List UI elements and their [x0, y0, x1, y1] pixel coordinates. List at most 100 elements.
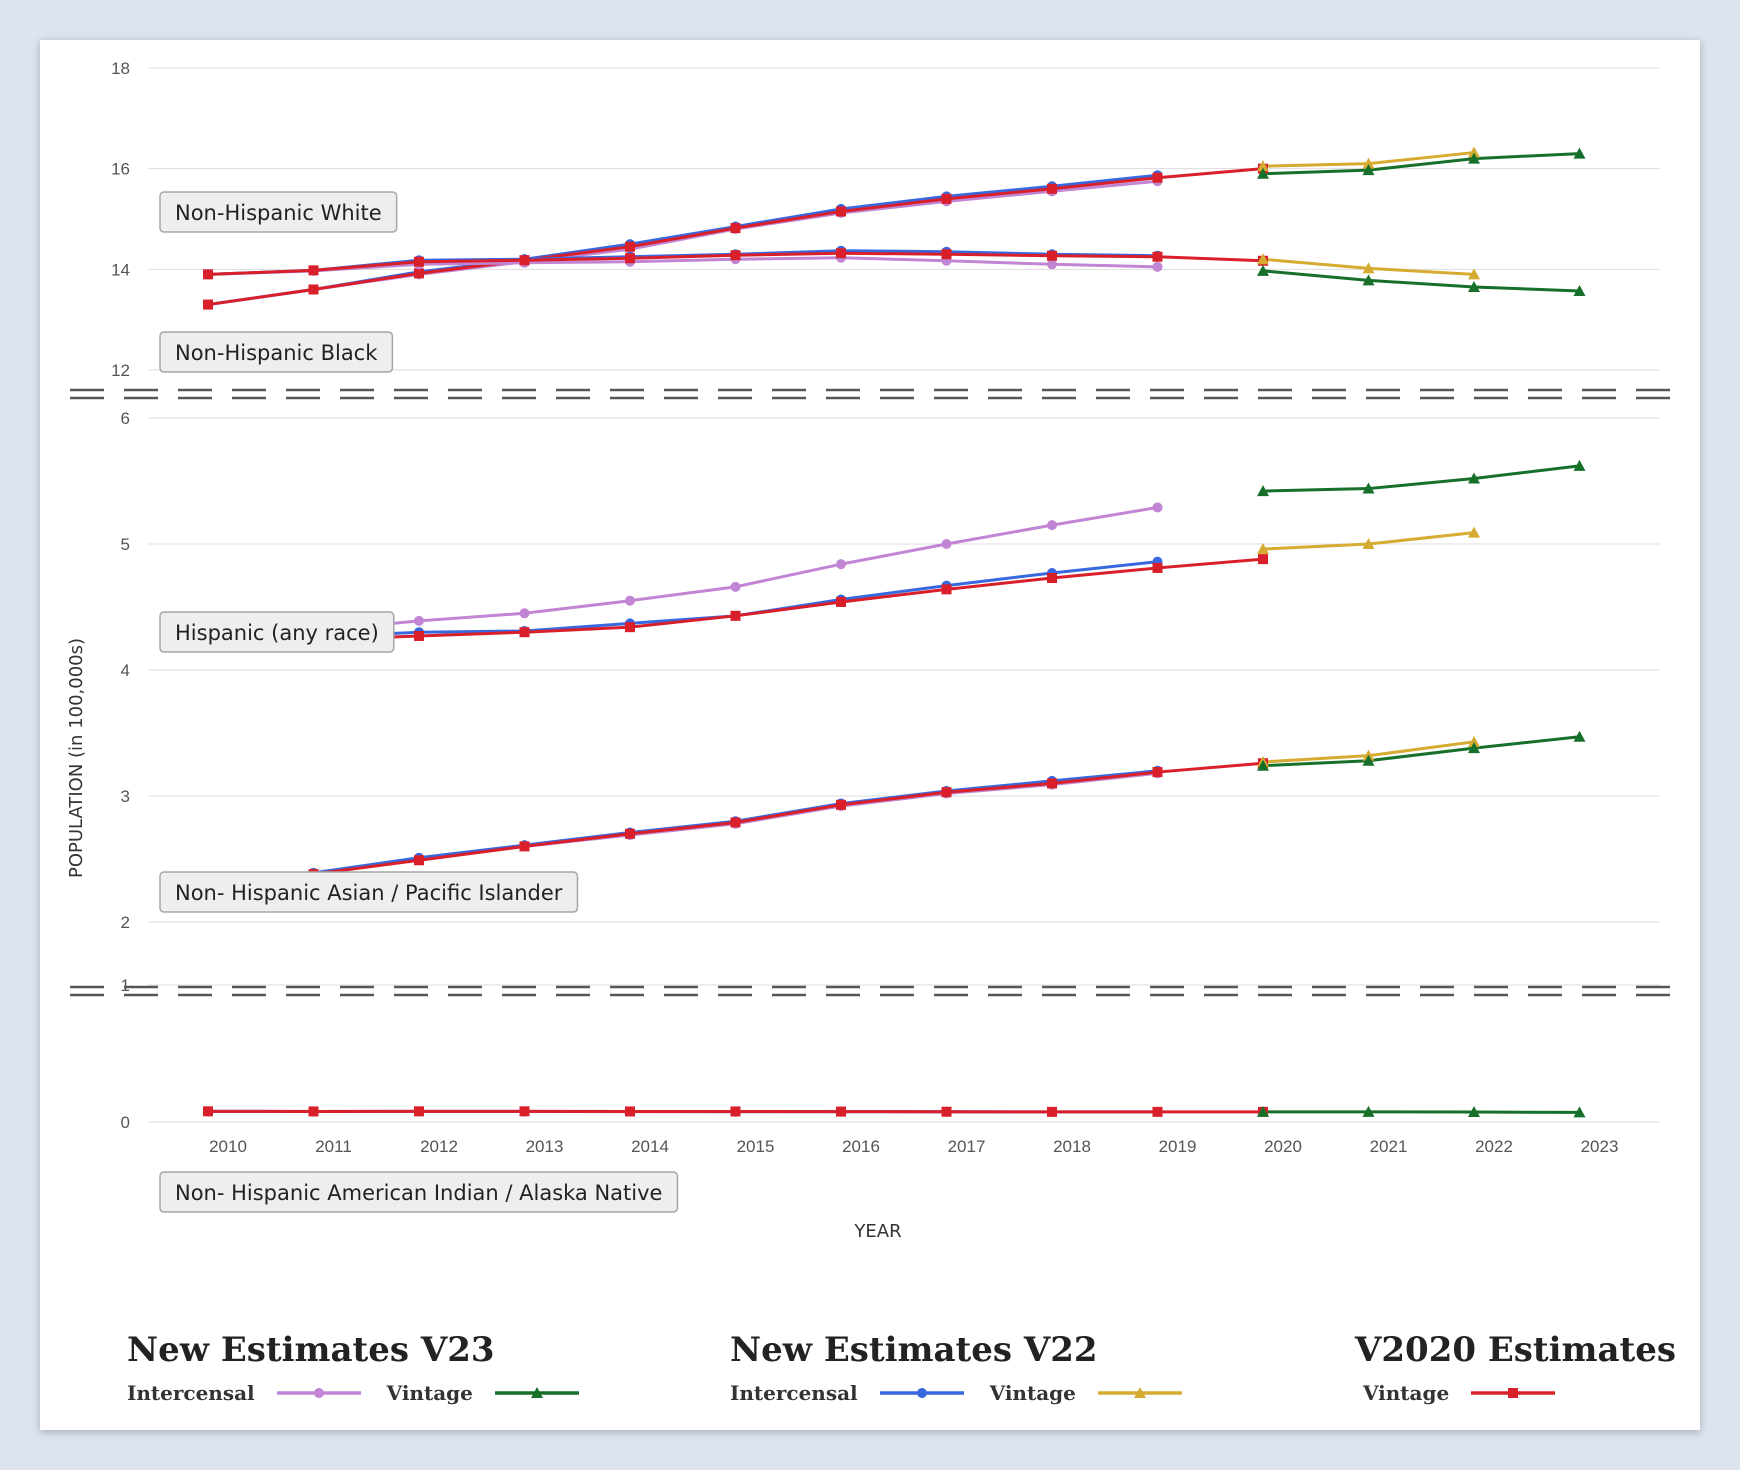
- legend-title: New Estimates V23: [127, 1330, 495, 1370]
- data-point-v2020-vintage: [730, 817, 741, 828]
- legend-marker: [530, 1387, 543, 1398]
- group-label-box: [159, 611, 395, 653]
- y-tick-label: 0: [121, 1113, 130, 1132]
- data-point-v23-intercensal: [836, 559, 846, 570]
- legend-label: Vintage: [989, 1381, 1076, 1405]
- group-label-text: Non-Hispanic White: [175, 201, 382, 225]
- legend-label: Vintage: [1363, 1381, 1450, 1405]
- data-point-v23-vintage: [1573, 147, 1586, 159]
- group-labels: Non-Hispanic White Non-Hispanic Black Hisp…: [159, 191, 679, 1213]
- data-point-v2020-vintage: [414, 268, 424, 279]
- legend-label: Intercensal: [127, 1381, 255, 1405]
- group-label-text: Non- Hispanic American Indian / Alaska N…: [175, 1181, 662, 1205]
- x-tick-label: 2022: [1475, 1137, 1513, 1156]
- y-tick-label: 18: [111, 59, 130, 78]
- data-point-v23-intercensal: [519, 608, 530, 619]
- data-point-v23-vintage: [1573, 730, 1586, 742]
- data-point-v2020-vintage: [414, 855, 424, 866]
- data-point-v2020-vintage: [203, 1106, 213, 1117]
- legend-marker: [916, 1388, 927, 1398]
- x-tick-label: 2023: [1581, 1137, 1619, 1156]
- data-point-v23-intercensal: [1152, 261, 1163, 272]
- data-point-v23-vintage: [1362, 164, 1375, 176]
- data-point-v23-vintage: [1468, 742, 1480, 754]
- series-line-v2020-vintage: [207, 167, 1264, 307]
- legend-title: New Estimates V22: [730, 1330, 1098, 1370]
- data-point-v23-vintage: [1468, 280, 1480, 292]
- data-point-v23-intercensal: [1047, 259, 1057, 270]
- series-line-v23-vintage: [1262, 152, 1580, 176]
- y-tick-label: 4: [121, 661, 130, 680]
- data-point-v22-vintage: [1468, 146, 1480, 158]
- data-point-v22-vintage: [1362, 262, 1375, 274]
- data-point-v23-intercensal: [730, 581, 741, 592]
- group-label: Non-Hispanic Black: [159, 331, 394, 373]
- group-label-text: Non-Hispanic Black: [175, 341, 378, 365]
- data-point-v2020-vintage: [625, 622, 635, 633]
- data-point-v23-vintage: [1257, 759, 1269, 771]
- data-point-v2020-vintage: [414, 256, 424, 267]
- data-point-v2020-vintage: [836, 596, 846, 607]
- legend-marker: [1508, 1388, 1519, 1398]
- x-tick-label: 2019: [1159, 1137, 1197, 1156]
- legend-label: Intercensal: [730, 1381, 858, 1405]
- data-point-v2020-vintage: [836, 799, 846, 810]
- y-axis-title: POPULATION (in 100,000s): [66, 638, 87, 878]
- data-point-v22-vintage: [1362, 157, 1375, 169]
- chart-card: 12 14 16 18 2 3 4 5 6 0 1 2010 2011 2012 2013 2014 2015…: [40, 40, 1700, 1430]
- data-point-v22-vintage: [1468, 735, 1480, 747]
- data-point-v23-vintage: [1257, 1105, 1269, 1117]
- group-label-box: [159, 331, 394, 373]
- data-point-v23-intercensal: [625, 595, 635, 606]
- data-point-v23-vintage: [1257, 264, 1269, 276]
- group-label: Non- Hispanic American Indian / Alaska N…: [159, 1171, 679, 1213]
- data-point-v2020-vintage: [308, 265, 319, 276]
- y-tick-label: 1: [121, 976, 130, 995]
- x-tick-label: 2012: [420, 1137, 458, 1156]
- data-point-v2020-vintage: [1047, 778, 1057, 789]
- group-label: Non-Hispanic White: [159, 191, 398, 233]
- data-point-v23-intercensal: [1047, 520, 1057, 531]
- data-point-v2020-vintage: [941, 1106, 952, 1117]
- data-point-v2020-vintage: [1047, 183, 1057, 194]
- x-tick-label: 2016: [842, 1137, 880, 1156]
- x-tick-labels: 2010 2011 2012 2013 2014 2015 2016 2017 2018 2019…: [209, 1137, 1618, 1156]
- data-point-v22-vintage: [1257, 253, 1269, 265]
- group-label-text: Non- Hispanic Asian / Pacific Islander: [175, 881, 563, 905]
- data-point-v2020-vintage: [1152, 1106, 1163, 1117]
- series-line-v23-vintage: [1263, 1110, 1580, 1114]
- legend-row: Intercensal Vintage: [127, 1378, 605, 1408]
- y-tick-label: 16: [111, 160, 130, 179]
- group-label-box: [159, 1171, 679, 1213]
- data-point-v2020-vintage: [519, 627, 530, 638]
- group-label-text: Hispanic (any race): [175, 621, 379, 645]
- data-point-v23-intercensal: [1152, 502, 1163, 513]
- data-point-v2020-vintage: [308, 284, 319, 295]
- group-label-box: [159, 871, 579, 913]
- legend-swatch-v22-intercensal: [879, 1388, 964, 1398]
- data-point-v2020-vintage: [836, 248, 846, 259]
- y-tick-label: 12: [111, 361, 130, 380]
- data-point-v2020-vintage: [730, 223, 741, 234]
- legend-swatch-v23-intercensal: [276, 1388, 361, 1398]
- legend-row: Vintage: [1355, 1378, 1676, 1408]
- data-point-v2020-vintage: [1152, 172, 1163, 183]
- data-point-v23-vintage: [1362, 274, 1375, 286]
- data-point-v23-vintage: [1362, 754, 1375, 766]
- data-point-v2020-vintage: [941, 193, 952, 204]
- group-label: Non- Hispanic Asian / Pacific Islander: [159, 871, 579, 913]
- data-point-v2020-vintage: [941, 249, 952, 260]
- series-line-v23-intercensal: [207, 256, 1158, 276]
- data-point-v23-vintage: [1362, 482, 1375, 494]
- data-point-v23-vintage: [1257, 167, 1269, 179]
- data-point-v2020-vintage: [941, 787, 952, 798]
- y-tick-label: 6: [121, 409, 130, 428]
- data-point-v23-intercensal: [941, 539, 952, 549]
- data-point-v23-vintage: [1468, 472, 1480, 484]
- data-point-v2020-vintage: [730, 250, 741, 261]
- y-tick-label: 3: [121, 787, 130, 806]
- legend-marker: [1133, 1387, 1146, 1398]
- x-tick-label: 2015: [737, 1137, 775, 1156]
- data-point-v2020-vintage: [1047, 573, 1057, 584]
- x-tick-label: 2018: [1053, 1137, 1091, 1156]
